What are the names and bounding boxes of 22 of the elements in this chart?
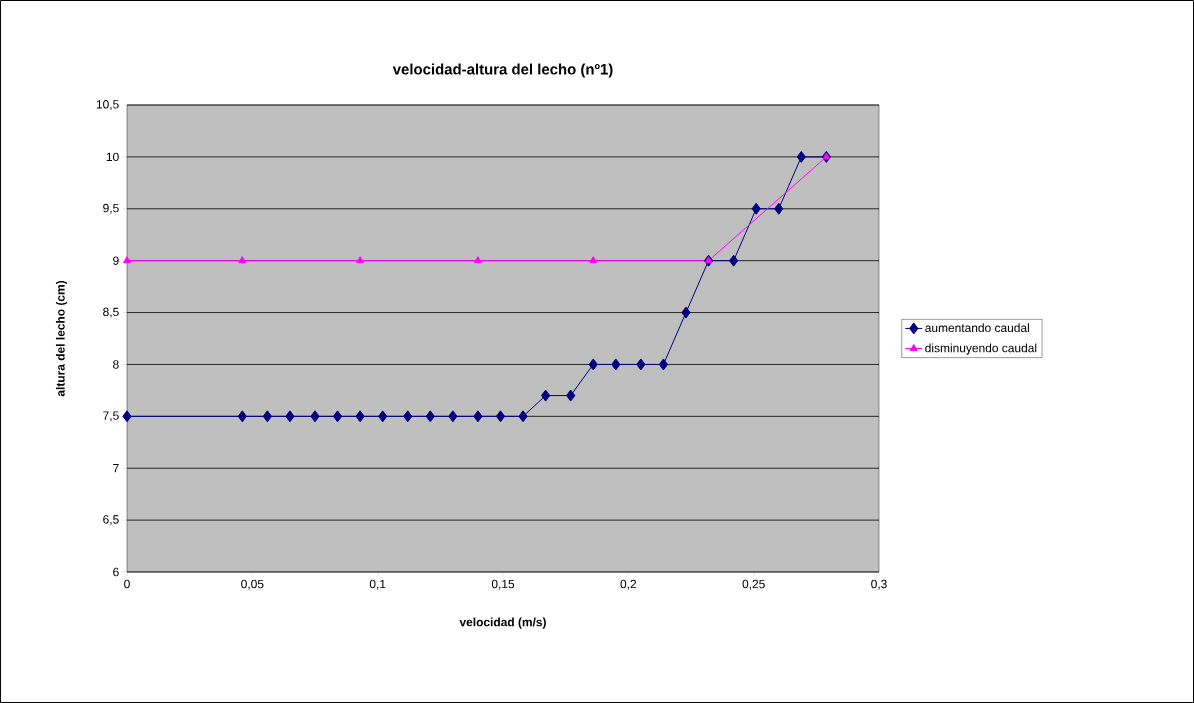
y-tick-label: 7,5 [103, 411, 119, 422]
y-tick-label: 9 [113, 256, 119, 265]
legend-label: aumentando caudal [925, 323, 1029, 333]
y-tick-label: 8,5 [103, 307, 119, 318]
x-tick-label: 0,1 [369, 579, 386, 590]
y-tick-label: 10,5 [96, 100, 119, 110]
x-tick-label: 0,15 [491, 579, 515, 590]
y-tick-label: 8 [113, 360, 119, 369]
legend-label: disminuyendo caudal [925, 343, 1037, 355]
x-tick-label: 0,2 [620, 579, 637, 590]
x-tick-label: 0,05 [241, 579, 264, 590]
x-tick-label: 0 [124, 579, 130, 589]
y-tick-label: 6 [113, 567, 119, 577]
x-axis-title: velocidad (m/s) [459, 617, 546, 629]
x-tick-label: 0,25 [742, 579, 765, 590]
y-tick-label: 10 [106, 152, 119, 162]
y-tick-label: 7 [113, 464, 119, 473]
x-tick-label: 0,3 [871, 579, 887, 590]
y-axis-title: altura del lecho (cm) [55, 280, 68, 397]
y-tick-label: 9,5 [103, 203, 119, 214]
chart-title: velocidad-altura del lecho (nº1) [392, 63, 613, 78]
y-tick-label: 6,5 [103, 515, 119, 526]
